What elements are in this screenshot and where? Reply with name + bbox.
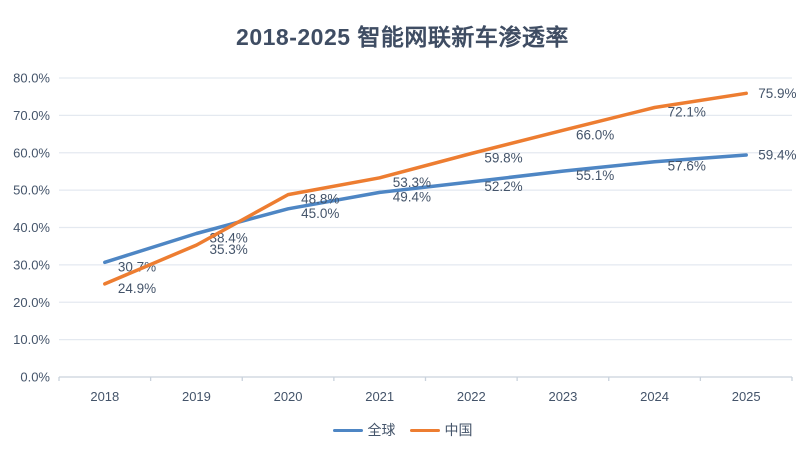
y-tick-label: 0.0% <box>20 370 50 385</box>
x-tick-label: 2021 <box>365 389 394 404</box>
data-label: 52.2% <box>484 179 522 194</box>
legend: 全球 中国 <box>0 420 805 440</box>
x-tick-label: 2020 <box>274 389 303 404</box>
data-label: 53.3% <box>393 175 431 190</box>
data-label: 49.4% <box>393 189 431 204</box>
data-label: 59.8% <box>484 150 522 165</box>
x-tick-label: 2019 <box>182 389 211 404</box>
data-label: 35.3% <box>209 242 247 257</box>
x-tick-label: 2022 <box>457 389 486 404</box>
y-tick-label: 40.0% <box>13 220 50 235</box>
data-label: 57.6% <box>668 159 706 174</box>
legend-item-china: 中国 <box>409 420 473 440</box>
data-label: 66.0% <box>576 127 614 142</box>
y-tick-label: 30.0% <box>13 257 50 272</box>
data-label: 55.1% <box>576 168 614 183</box>
data-label: 24.9% <box>118 281 156 296</box>
data-label: 59.4% <box>758 147 796 162</box>
series-line-0 <box>103 153 748 265</box>
legend-line-swatch-china <box>409 428 440 432</box>
legend-label-china: 中国 <box>444 422 473 438</box>
chart-title: 2018-2025 智能网联新车渗透率 <box>236 24 569 50</box>
legend-item-global: 全球 <box>332 420 396 440</box>
legend-line-swatch-global <box>332 428 363 432</box>
y-tick-label: 70.0% <box>13 108 50 123</box>
x-tick-label: 2023 <box>548 389 577 404</box>
x-tick-label: 2018 <box>90 389 119 404</box>
y-tick-label: 60.0% <box>13 145 50 160</box>
data-label: 75.9% <box>758 86 796 101</box>
data-label: 30.7% <box>118 259 156 274</box>
data-label: 72.1% <box>668 105 706 120</box>
data-label: 45.0% <box>301 206 339 221</box>
y-tick-label: 80.0% <box>13 71 50 86</box>
x-tick-label: 2024 <box>640 389 669 404</box>
x-tick-label: 2025 <box>732 389 761 404</box>
y-tick-label: 10.0% <box>13 332 50 347</box>
legend-label-global: 全球 <box>367 422 396 438</box>
y-tick-label: 20.0% <box>13 295 50 310</box>
series-line-1 <box>103 91 748 286</box>
y-tick-label: 50.0% <box>13 183 50 198</box>
data-label: 48.8% <box>301 192 339 207</box>
